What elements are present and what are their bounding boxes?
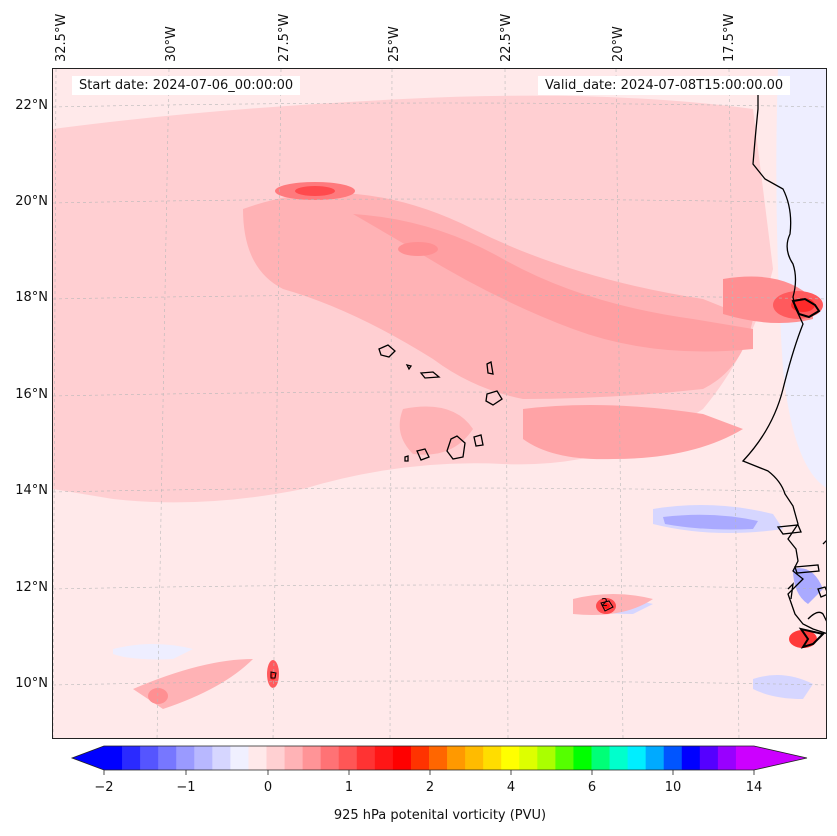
colorbar-cell	[447, 746, 466, 770]
colorbar-cell	[699, 746, 719, 770]
colorbar-cell	[555, 746, 574, 770]
colorbar-tick-label: 14	[745, 780, 763, 795]
colorbar-cell	[140, 746, 159, 770]
colorbar-cell	[645, 746, 665, 770]
lon-label: 22.5°W	[499, 13, 514, 62]
colorbar-cell	[663, 746, 683, 770]
colorbar-cell	[537, 746, 556, 770]
colorbar-extend-high	[754, 746, 807, 770]
light-blue-patch	[753, 675, 813, 699]
colorbar-cell	[158, 746, 177, 770]
cape-verde-islands	[378, 344, 503, 462]
colorbar-cell	[320, 746, 340, 770]
colorbar-cell	[356, 746, 376, 770]
colorbar-tick-label: 0	[263, 780, 273, 795]
lat-label: 14°N	[15, 483, 48, 498]
lon-label: 25°W	[387, 26, 402, 62]
lon-label: 32.5°W	[54, 13, 69, 62]
colorbar-cell	[122, 746, 141, 770]
colorbar-tick-label: 4	[506, 780, 516, 795]
colorbar-tick-label: −2	[94, 780, 114, 795]
pink-band	[399, 406, 473, 455]
pv-core	[148, 688, 168, 704]
colorbar-tick-label: −1	[176, 780, 196, 795]
colorbar	[70, 745, 808, 775]
colorbar-cell	[212, 746, 231, 770]
light-blue-patch	[663, 514, 758, 530]
colorbar-cell	[519, 746, 538, 770]
colorbar-tick-label: 1	[344, 780, 354, 795]
colorbar-cell	[284, 746, 304, 770]
pv-contour	[270, 671, 277, 679]
colorbar-cell	[302, 746, 322, 770]
colorbar-cell	[230, 746, 249, 770]
colorbar-cell	[266, 746, 285, 770]
pv-core	[789, 630, 817, 648]
lat-label: 12°N	[15, 580, 48, 595]
pv-core	[295, 186, 335, 196]
pv-core	[602, 603, 610, 609]
colorbar-cell	[717, 746, 737, 770]
lat-label: 10°N	[15, 676, 48, 691]
map-canvas: 2	[53, 69, 826, 738]
start-date-label: Start date: 2024-07-06_00:00:00	[72, 76, 301, 95]
colorbar-cell	[248, 746, 267, 770]
colorbar-cell	[627, 746, 647, 770]
lon-label: 30°W	[164, 26, 179, 62]
colorbar-cell	[410, 746, 430, 770]
colorbar-cell	[483, 746, 502, 770]
contour-label: 2	[601, 596, 608, 609]
colorbar-cell	[591, 746, 610, 770]
light-blue-patch	[113, 644, 193, 660]
pv-contour	[600, 600, 614, 612]
colorbar-cell	[609, 746, 629, 770]
map-panel: 2	[52, 68, 827, 739]
colorbar-cell	[735, 746, 755, 770]
light-blue-patch	[776, 69, 826, 488]
african-coastline	[741, 89, 826, 649]
pink-band	[523, 405, 743, 460]
colorbar-cell	[176, 746, 195, 770]
pv-2-contours	[270, 600, 614, 679]
colorbar-cell	[681, 746, 701, 770]
colorbar-tick-label: 10	[664, 780, 682, 795]
lat-label: 16°N	[15, 387, 48, 402]
colorbar-title: 925 hPa potenital vorticity (PVU)	[333, 808, 547, 823]
colorbar-cell	[465, 746, 484, 770]
lat-label: 22°N	[15, 98, 48, 113]
colorbar-cell	[392, 746, 412, 770]
pink-band	[353, 214, 753, 352]
colorbar-cell	[194, 746, 213, 770]
colorbar-tick-label: 6	[587, 780, 597, 795]
lon-label: 20°W	[611, 26, 626, 62]
colorbar-cell	[501, 746, 520, 770]
colorbar-cell	[374, 746, 394, 770]
colorbar-cell	[338, 746, 358, 770]
graticule	[53, 69, 826, 738]
lon-label: 17.5°W	[722, 13, 737, 62]
lon-label: 27.5°W	[277, 13, 292, 62]
colorbar-tick-label: 2	[425, 780, 435, 795]
lat-label: 20°N	[15, 194, 48, 209]
colorbar-ticks	[103, 770, 755, 775]
colorbar-cell	[104, 746, 123, 770]
pv-core	[398, 242, 438, 256]
colorbar-cell	[429, 746, 448, 770]
colorbar-cells	[72, 746, 807, 770]
lat-label: 18°N	[15, 290, 48, 305]
colorbar-extend-low	[72, 746, 104, 770]
positive-pv-areas	[53, 95, 813, 709]
colorbar-cell	[573, 746, 592, 770]
valid-date-label: Valid_date: 2024-07-08T15:00:00.00	[538, 76, 791, 95]
